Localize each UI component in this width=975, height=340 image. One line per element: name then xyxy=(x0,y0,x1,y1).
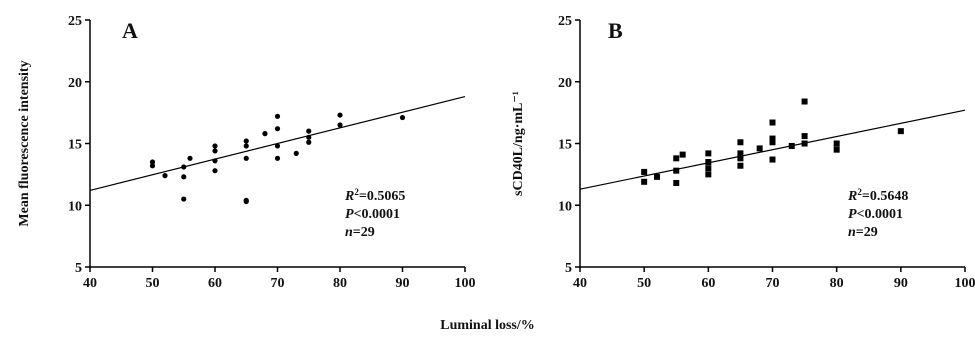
y-tick-label: 20 xyxy=(68,76,82,91)
y-tick-label: 20 xyxy=(558,76,572,91)
x-tick-label: 60 xyxy=(208,276,222,291)
data-point xyxy=(243,155,249,161)
data-point xyxy=(212,158,218,164)
data-point xyxy=(654,173,660,180)
panel-a: 5 10 15 20 25 40 50 60 70 80 90 100 A Mean fluorescen… xyxy=(17,14,476,291)
x-tick-label: 40 xyxy=(573,276,587,291)
data-point xyxy=(149,159,156,165)
data-point xyxy=(181,164,187,170)
data-point xyxy=(737,162,744,169)
y-tick-label: 15 xyxy=(68,138,82,153)
data-point xyxy=(162,173,168,179)
data-point xyxy=(673,155,680,162)
data-point xyxy=(212,143,218,149)
x-tick-label: 90 xyxy=(894,276,908,291)
x-tick-label: 70 xyxy=(271,276,285,291)
regression-line xyxy=(579,109,966,190)
x-tick-label: 50 xyxy=(637,276,651,291)
data-point xyxy=(181,174,187,180)
y-tick-label: 10 xyxy=(68,199,82,214)
data-point xyxy=(306,134,312,140)
data-point xyxy=(212,168,218,174)
stat-annotation: n=29 xyxy=(848,225,878,240)
data-point xyxy=(187,155,193,161)
stat-annotation: R2=0.5065 xyxy=(344,187,405,204)
data-point xyxy=(769,135,776,142)
data-point xyxy=(833,146,840,153)
y-tick-label: 25 xyxy=(558,14,572,29)
data-point xyxy=(641,178,648,185)
data-point xyxy=(149,163,156,169)
y-axis-label: Mean fluorescence intensity xyxy=(17,60,32,226)
data-point xyxy=(705,165,712,172)
data-point xyxy=(897,128,904,135)
shared-x-axis-label: Luminal loss/% xyxy=(440,318,535,333)
data-point xyxy=(705,171,712,178)
data-point xyxy=(705,159,712,166)
data-point xyxy=(769,156,776,163)
stat-annotation: P<0.0001 xyxy=(345,207,400,222)
data-point xyxy=(243,143,249,149)
y-tick-label: 5 xyxy=(565,261,572,276)
data-point xyxy=(705,150,712,157)
data-point xyxy=(274,113,281,119)
data-point xyxy=(801,133,808,140)
data-point xyxy=(212,148,218,154)
x-tick-label: 60 xyxy=(701,276,715,291)
y-axis-label: sCD40L/ng·mL⁻¹ xyxy=(511,91,526,196)
data-point xyxy=(737,139,744,146)
data-point xyxy=(756,145,763,152)
data-point xyxy=(274,143,281,149)
x-tick-label: 100 xyxy=(955,276,975,291)
data-point xyxy=(673,167,680,174)
data-point xyxy=(262,131,268,137)
stat-annotation: P<0.0001 xyxy=(848,207,903,222)
y-tick-label: 15 xyxy=(558,138,572,153)
data-point xyxy=(737,155,744,162)
data-point xyxy=(274,155,281,161)
x-tick-label: 50 xyxy=(146,276,160,291)
data-point xyxy=(801,140,808,147)
x-tick-label: 80 xyxy=(333,276,347,291)
data-point xyxy=(737,150,744,157)
panel-letter: A xyxy=(122,18,138,43)
x-tick-label: 70 xyxy=(766,276,780,291)
panel-letter: B xyxy=(608,18,623,43)
data-point xyxy=(769,139,776,146)
x-tick-label: 90 xyxy=(396,276,410,291)
data-point xyxy=(833,140,840,147)
data-point xyxy=(243,138,249,144)
data-point xyxy=(399,114,406,121)
data-point xyxy=(293,150,299,156)
data-point xyxy=(801,98,808,105)
y-tick-label: 5 xyxy=(75,261,82,276)
data-point xyxy=(337,112,343,118)
stat-annotation: R2=0.5648 xyxy=(847,187,908,204)
x-tick-label: 100 xyxy=(455,276,476,291)
x-tick-label: 40 xyxy=(83,276,97,291)
data-point xyxy=(788,142,795,149)
data-point xyxy=(306,139,312,145)
y-tick-label: 25 xyxy=(68,14,82,29)
data-point xyxy=(673,180,680,187)
data-point xyxy=(641,168,648,175)
data-point xyxy=(243,198,249,205)
stat-annotation: n=29 xyxy=(345,225,375,240)
data-point xyxy=(181,196,187,202)
x-tick-label: 80 xyxy=(830,276,844,291)
data-point xyxy=(274,126,281,132)
data-point xyxy=(679,151,686,158)
y-tick-label: 10 xyxy=(558,199,572,214)
data-point xyxy=(337,122,343,128)
data-point xyxy=(306,128,312,134)
data-point xyxy=(769,119,776,126)
